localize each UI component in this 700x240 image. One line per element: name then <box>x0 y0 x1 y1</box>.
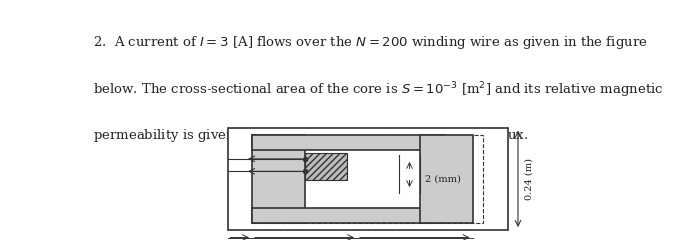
Text: below. The cross-sectional area of the core is $S = 10^{-3}$ [m$^2$] and its rel: below. The cross-sectional area of the c… <box>93 81 664 100</box>
Text: 2.  A current of $I = 3$ [A] flows over the $N = 200$ winding wire as given in t: 2. A current of $I = 3$ [A] flows over t… <box>93 34 648 51</box>
Bar <box>252 135 444 150</box>
Bar <box>252 135 304 222</box>
Bar <box>252 135 483 222</box>
Bar <box>228 128 508 230</box>
Bar <box>304 153 346 180</box>
Bar <box>420 135 473 222</box>
Bar <box>252 208 444 222</box>
Bar <box>252 208 444 222</box>
Bar <box>252 135 444 150</box>
Bar <box>252 135 304 222</box>
Text: permeability is given as $\mu_r = 5000$. Calculate each magnetic flux.: permeability is given as $\mu_r = 5000$.… <box>93 127 528 144</box>
Bar <box>420 135 473 222</box>
Text: 0.24 (m): 0.24 (m) <box>525 158 534 200</box>
Text: 2 (mm): 2 (mm) <box>426 174 461 183</box>
